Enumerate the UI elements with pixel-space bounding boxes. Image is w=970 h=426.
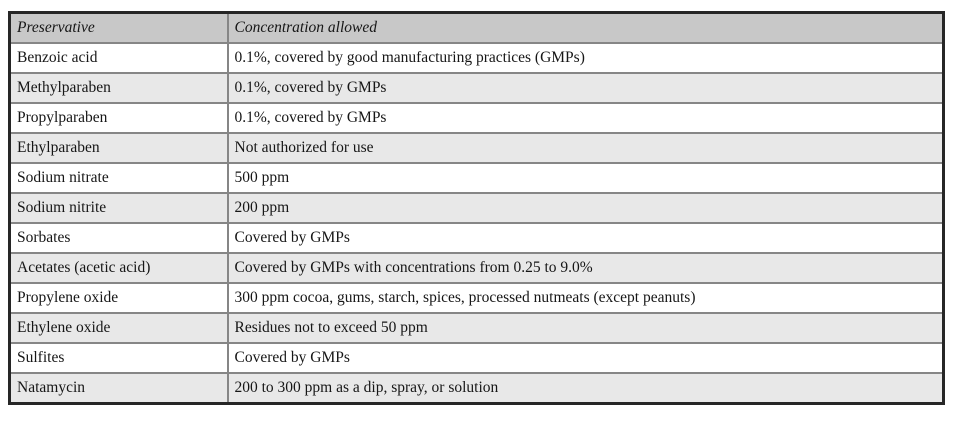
- column-header-preservative: Preservative: [8, 11, 229, 44]
- table-row: Sodium nitrate 500 ppm: [8, 162, 945, 194]
- cell-concentration: Covered by GMPs: [226, 342, 945, 374]
- cell-preservative: Sodium nitrite: [8, 192, 229, 224]
- cell-preservative: Benzoic acid: [8, 42, 229, 74]
- table-row: Natamycin 200 to 300 ppm as a dip, spray…: [8, 372, 945, 405]
- table-row: Sulfites Covered by GMPs: [8, 342, 945, 374]
- cell-preservative: Sulfites: [8, 342, 229, 374]
- cell-preservative: Ethylene oxide: [8, 312, 229, 344]
- cell-concentration: 300 ppm cocoa, gums, starch, spices, pro…: [226, 282, 945, 314]
- table-row: Ethylene oxide Residues not to exceed 50…: [8, 312, 945, 344]
- cell-concentration: 200 to 300 ppm as a dip, spray, or solut…: [226, 372, 945, 405]
- cell-concentration: Covered by GMPs: [226, 222, 945, 254]
- cell-preservative: Methylparaben: [8, 72, 229, 104]
- cell-concentration: 0.1%, covered by good manufacturing prac…: [226, 42, 945, 74]
- cell-preservative: Ethylparaben: [8, 132, 229, 164]
- table-row: Ethylparaben Not authorized for use: [8, 132, 945, 164]
- cell-preservative: Propylene oxide: [8, 282, 229, 314]
- cell-concentration: 200 ppm: [226, 192, 945, 224]
- cell-preservative: Sodium nitrate: [8, 162, 229, 194]
- table-row: Acetates (acetic acid) Covered by GMPs w…: [8, 252, 945, 284]
- table-header-row: Preservative Concentration allowed: [8, 11, 945, 44]
- column-header-concentration: Concentration allowed: [226, 11, 945, 44]
- cell-concentration: 500 ppm: [226, 162, 945, 194]
- cell-concentration: 0.1%, covered by GMPs: [226, 72, 945, 104]
- cell-preservative: Propylparaben: [8, 102, 229, 134]
- preservatives-table: Preservative Concentration allowed Benzo…: [8, 11, 945, 405]
- cell-concentration: Residues not to exceed 50 ppm: [226, 312, 945, 344]
- table-row: Propylparaben 0.1%, covered by GMPs: [8, 102, 945, 134]
- table-row: Sodium nitrite 200 ppm: [8, 192, 945, 224]
- cell-concentration: 0.1%, covered by GMPs: [226, 102, 945, 134]
- table-row: Benzoic acid 0.1%, covered by good manuf…: [8, 42, 945, 74]
- cell-concentration: Not authorized for use: [226, 132, 945, 164]
- cell-preservative: Sorbates: [8, 222, 229, 254]
- table-row: Propylene oxide 300 ppm cocoa, gums, sta…: [8, 282, 945, 314]
- preservatives-table-container: Preservative Concentration allowed Benzo…: [8, 11, 945, 405]
- table-row: Sorbates Covered by GMPs: [8, 222, 945, 254]
- cell-preservative: Natamycin: [8, 372, 229, 405]
- cell-preservative: Acetates (acetic acid): [8, 252, 229, 284]
- table-row: Methylparaben 0.1%, covered by GMPs: [8, 72, 945, 104]
- cell-concentration: Covered by GMPs with concentrations from…: [226, 252, 945, 284]
